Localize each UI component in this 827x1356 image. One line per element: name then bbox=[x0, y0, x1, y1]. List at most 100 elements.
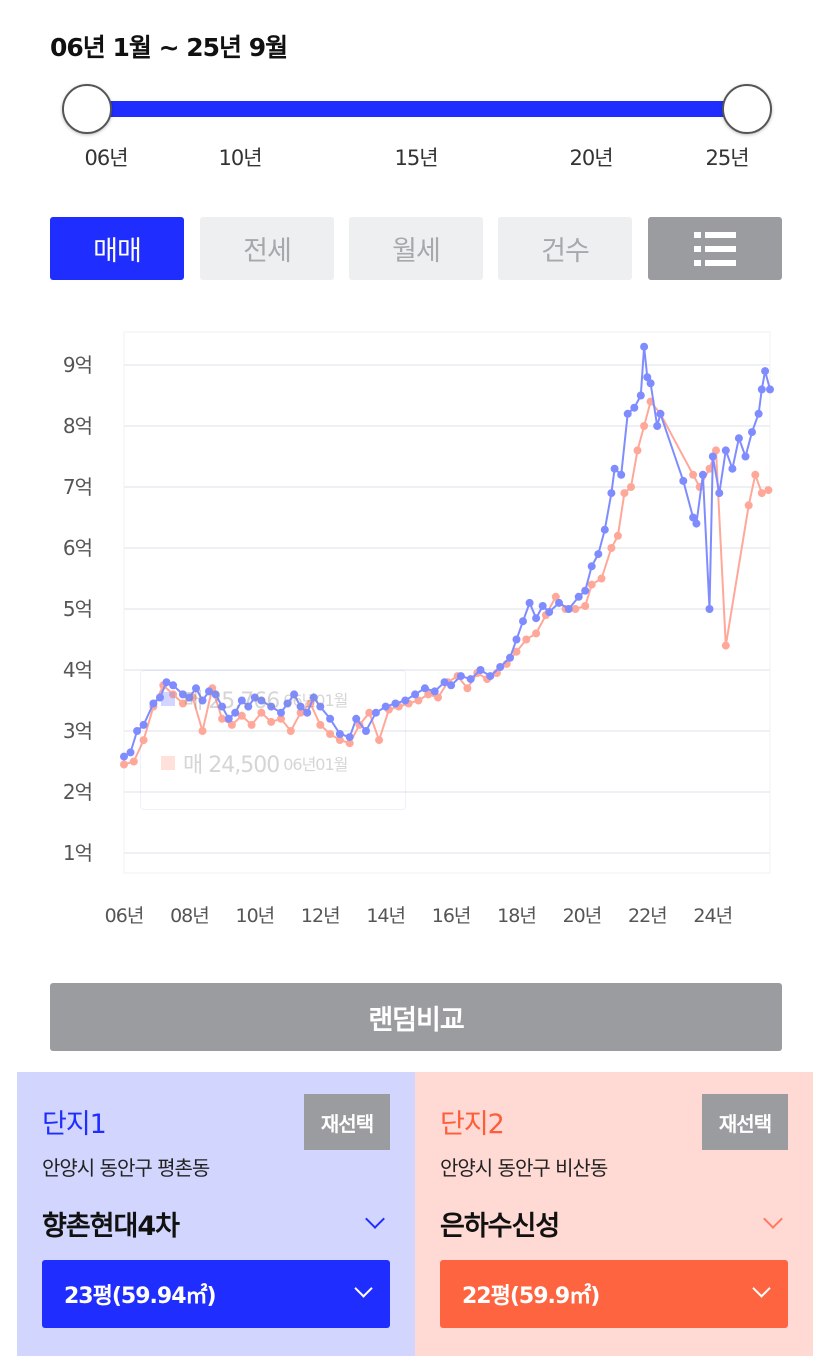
tab-jeonse[interactable]: 전세 bbox=[200, 217, 334, 280]
slider-tick-label: 10년 bbox=[218, 146, 262, 170]
series-1-point bbox=[237, 696, 246, 705]
series-1-point bbox=[447, 681, 456, 690]
series-1-point bbox=[198, 696, 207, 705]
series-1-point bbox=[653, 422, 662, 430]
series-1-point bbox=[231, 708, 240, 717]
series-1-point bbox=[734, 434, 743, 443]
tab-monthly-rent[interactable]: 월세 bbox=[349, 217, 483, 280]
x-tick-label: 14년 bbox=[366, 905, 405, 927]
series-1-point bbox=[512, 635, 521, 644]
series-2-point bbox=[712, 446, 720, 455]
list-icon bbox=[694, 231, 736, 266]
series-2-point bbox=[335, 736, 344, 745]
slider-start-handle[interactable] bbox=[62, 84, 112, 134]
x-tick-label: 10년 bbox=[235, 905, 274, 927]
series-2-point bbox=[512, 647, 521, 656]
y-tick-label: 9억 bbox=[63, 353, 92, 377]
complex1-size-select[interactable]: 23평(59.94㎡) bbox=[42, 1260, 390, 1328]
x-tick-label: 06년 bbox=[105, 905, 144, 927]
series-2-swatch bbox=[161, 756, 175, 770]
series-2-point bbox=[257, 708, 266, 717]
series-2-point bbox=[607, 544, 616, 552]
series-2-point bbox=[587, 580, 596, 589]
series-2-point bbox=[326, 730, 335, 738]
series-1-point bbox=[519, 617, 527, 626]
series-1-point bbox=[440, 678, 449, 687]
series-2-point bbox=[571, 605, 580, 613]
series-2-point bbox=[375, 736, 384, 745]
y-tick-label: 3억 bbox=[63, 719, 92, 743]
series-2-point bbox=[581, 602, 590, 610]
list-view-button[interactable] bbox=[648, 217, 782, 280]
series-2-point bbox=[751, 470, 760, 479]
series-1-point bbox=[126, 748, 135, 757]
chevron-down-icon bbox=[763, 1209, 783, 1229]
series-2-point bbox=[689, 470, 698, 479]
series-1-point bbox=[564, 605, 573, 613]
series-1-point bbox=[391, 699, 400, 708]
y-tick-label: 8억 bbox=[63, 414, 92, 438]
series-1-point bbox=[617, 470, 626, 479]
series-2-point bbox=[522, 635, 531, 644]
series-1-point bbox=[316, 702, 325, 711]
complex1-title: 단지1 bbox=[42, 1109, 107, 1140]
period-range-slider[interactable] bbox=[62, 82, 772, 138]
complex2-reselect-button[interactable]: 재선택 bbox=[702, 1094, 788, 1150]
chevron-down-icon bbox=[752, 1279, 771, 1298]
series-1-point bbox=[708, 452, 717, 461]
series-1-point bbox=[721, 446, 730, 455]
series-1-point bbox=[757, 385, 766, 394]
series-1-point bbox=[623, 409, 632, 418]
series-1-point bbox=[250, 693, 259, 702]
complex1-name-select[interactable]: 향촌현대4차 bbox=[42, 1204, 385, 1244]
series-1-point bbox=[643, 373, 652, 382]
series-1-point bbox=[430, 687, 439, 696]
series-2-point bbox=[551, 592, 560, 601]
complex1-reselect-button[interactable]: 재선택 bbox=[304, 1094, 390, 1150]
y-tick-label: 1억 bbox=[63, 841, 92, 865]
series-1-point bbox=[594, 550, 603, 559]
tooltip-row-1: 매 25,766 06년01월 bbox=[161, 683, 348, 715]
random-compare-button[interactable]: 랜덤비교 bbox=[50, 983, 782, 1051]
series-1-point bbox=[205, 687, 213, 696]
series-1-point bbox=[646, 379, 655, 388]
series-1-point bbox=[640, 342, 649, 351]
series-1-point bbox=[761, 367, 770, 376]
tooltip-date-1: 06년01월 bbox=[283, 691, 348, 710]
slider-track[interactable] bbox=[86, 101, 746, 117]
complex2-name-select[interactable]: 은하수신성 bbox=[440, 1204, 783, 1244]
series-1-point bbox=[741, 452, 750, 461]
series-1-point bbox=[411, 690, 420, 699]
series-1-point bbox=[766, 385, 774, 394]
type-tabs: 매매 전세 월세 건수 bbox=[50, 217, 782, 280]
series-2-point bbox=[414, 696, 423, 705]
series-1-point bbox=[283, 699, 292, 708]
series-1-point bbox=[466, 675, 475, 684]
tab-sale[interactable]: 매매 bbox=[50, 217, 184, 280]
series-1-point bbox=[456, 672, 465, 681]
chevron-down-icon bbox=[365, 1209, 385, 1229]
price-chart[interactable]: 9억 8억 7억 6억 5억 4억 3억 2억 1억 06년 08년 10년 12년 14년 16년 18년 2… bbox=[40, 320, 800, 950]
series-2-point bbox=[627, 483, 635, 491]
series-2-point bbox=[139, 736, 148, 745]
series-1-point bbox=[574, 592, 583, 601]
tab-count[interactable]: 건수 bbox=[498, 217, 632, 280]
series-2-point bbox=[120, 760, 128, 769]
complex2-size-select[interactable]: 22평(59.9㎡) bbox=[440, 1260, 788, 1328]
series-1-point bbox=[610, 464, 619, 473]
series-1-point bbox=[715, 489, 724, 498]
series-1-point bbox=[476, 666, 485, 674]
series-1-point bbox=[133, 727, 142, 735]
series-2-point bbox=[757, 489, 766, 498]
series-1-point bbox=[728, 464, 737, 473]
series-2-point bbox=[633, 446, 642, 455]
series-1-point bbox=[149, 699, 158, 708]
series-1-point bbox=[698, 470, 707, 479]
x-tick-label: 16년 bbox=[432, 905, 471, 927]
slider-end-handle[interactable] bbox=[722, 84, 772, 134]
series-1-point bbox=[362, 727, 370, 735]
series-1-point bbox=[525, 598, 534, 607]
series-2-point bbox=[613, 531, 622, 540]
series-1-point bbox=[156, 693, 164, 702]
x-tick-label: 22년 bbox=[628, 905, 667, 927]
